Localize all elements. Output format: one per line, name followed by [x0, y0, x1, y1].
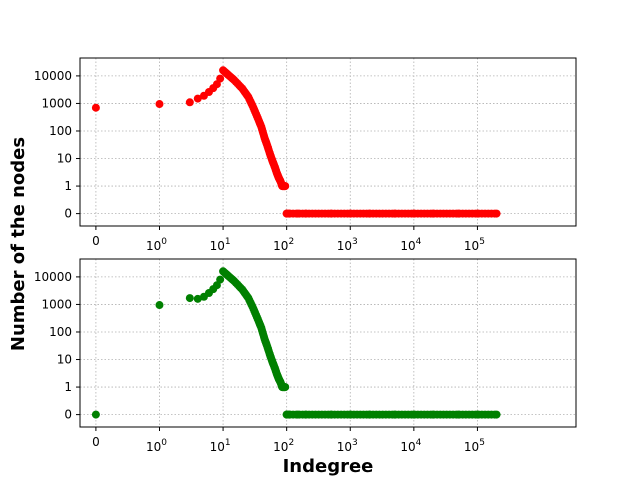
x-tick-label: 102 — [273, 237, 294, 253]
y-tick-label: 10000 — [34, 69, 72, 83]
x-tick-label: 0 — [92, 234, 100, 248]
data-point — [193, 94, 202, 103]
x-tick-label: 104 — [400, 237, 421, 253]
data-point — [155, 100, 164, 109]
x-tick-label: 103 — [337, 438, 358, 454]
y-tick-label: 0 — [64, 207, 72, 221]
axes-frame — [79, 258, 577, 428]
data-point — [185, 98, 194, 107]
bottom-panel: 0 100 101 102 103 104 105 0 1 10 100 1000 10000 — [34, 258, 577, 454]
x-tick-label: 103 — [337, 237, 358, 253]
y-tick-label: 100 — [49, 325, 72, 339]
data-point — [216, 74, 225, 83]
x-tick-label: 101 — [210, 438, 231, 454]
x-tick-label: 100 — [146, 438, 167, 454]
x-tick-label: 105 — [464, 237, 485, 253]
x-tick-label: 100 — [146, 237, 167, 253]
data-point — [490, 410, 499, 419]
data-point — [185, 294, 194, 303]
y-tick-label: 100 — [49, 124, 72, 138]
y-tick-label: 10 — [57, 152, 72, 166]
axes-frame — [79, 57, 577, 227]
y-tick-label: 1000 — [41, 96, 72, 110]
data-point — [280, 383, 289, 392]
x-tick-label: 0 — [92, 435, 100, 449]
x-axis-label: Indegree — [283, 456, 374, 477]
data-point — [490, 209, 499, 218]
data-point — [216, 275, 225, 284]
x-tick-label: 102 — [273, 438, 294, 454]
x-tick-label: 105 — [464, 438, 485, 454]
y-tick-label: 0 — [64, 408, 72, 422]
y-tick-label: 10 — [57, 353, 72, 367]
x-tick-label: 104 — [400, 438, 421, 454]
top-panel: 0 100 101 102 103 104 105 0 1 10 100 1000 10000 — [34, 57, 577, 253]
y-axis-label: Number of the nodes — [8, 137, 29, 351]
data-point — [280, 182, 289, 191]
data-point — [91, 410, 100, 419]
data-point — [155, 301, 164, 310]
data-point — [91, 103, 100, 112]
data-point — [193, 294, 202, 303]
y-tick-label: 1 — [64, 179, 72, 193]
y-tick-label: 10000 — [34, 270, 72, 284]
y-tick-label: 1 — [64, 380, 72, 394]
y-tick-label: 1000 — [41, 297, 72, 311]
x-tick-label: 101 — [210, 237, 231, 253]
